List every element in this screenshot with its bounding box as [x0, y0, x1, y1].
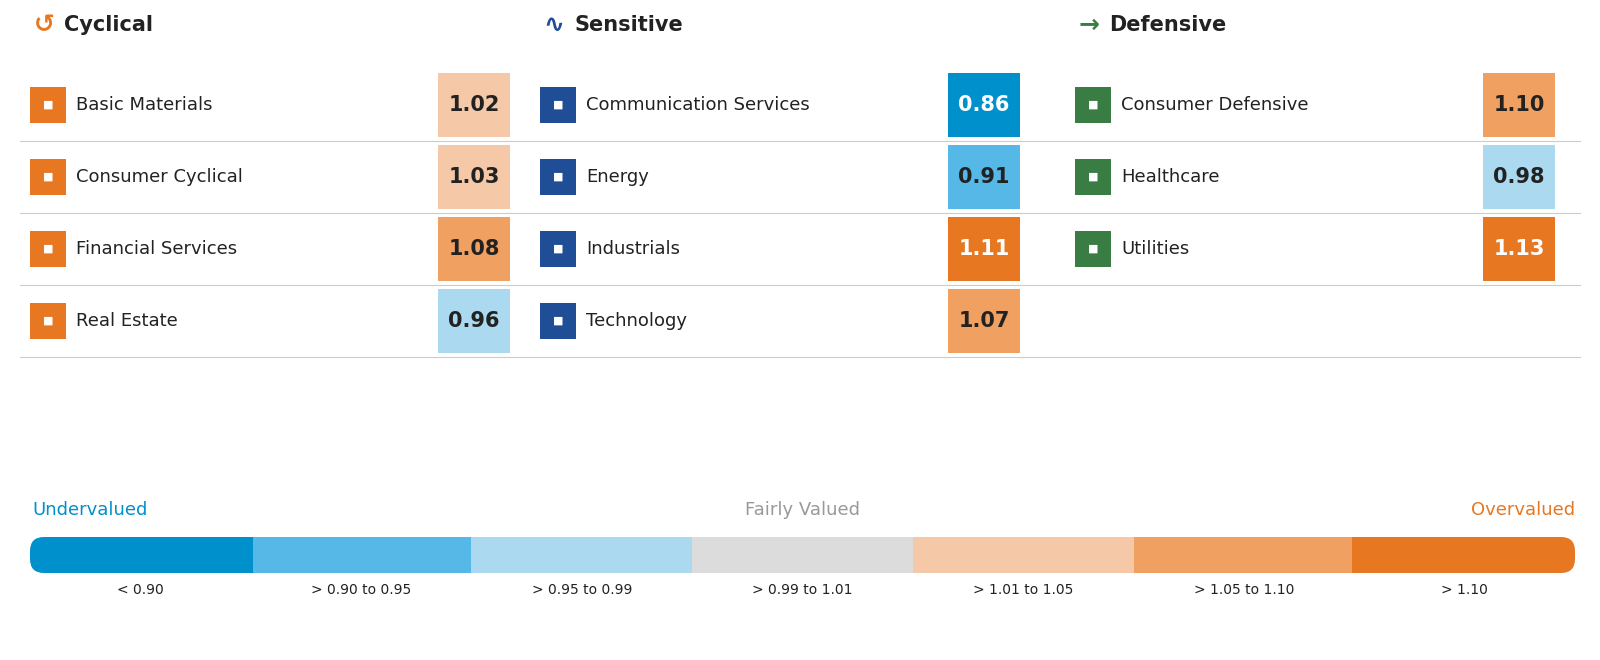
Text: Communication Services: Communication Services: [586, 96, 810, 114]
Text: Energy: Energy: [586, 168, 650, 186]
FancyBboxPatch shape: [30, 537, 253, 573]
Text: < 0.90: < 0.90: [117, 583, 163, 597]
Text: Cyclical: Cyclical: [64, 15, 154, 35]
Text: Consumer Cyclical: Consumer Cyclical: [77, 168, 243, 186]
Text: 0.96: 0.96: [448, 311, 499, 331]
FancyBboxPatch shape: [947, 73, 1021, 137]
Text: Consumer Defensive: Consumer Defensive: [1122, 96, 1309, 114]
Text: > 0.99 to 1.01: > 0.99 to 1.01: [752, 583, 853, 597]
Bar: [1352, 537, 1562, 573]
FancyBboxPatch shape: [541, 231, 576, 267]
Text: 1.13: 1.13: [1493, 239, 1544, 259]
Text: ■: ■: [552, 172, 563, 182]
Text: ■: ■: [552, 244, 563, 254]
FancyBboxPatch shape: [947, 145, 1021, 209]
FancyBboxPatch shape: [1075, 87, 1110, 123]
Text: Sensitive: Sensitive: [574, 15, 683, 35]
Text: ■: ■: [1088, 172, 1098, 182]
FancyBboxPatch shape: [30, 231, 66, 267]
Text: Utilities: Utilities: [1122, 240, 1189, 258]
Text: > 1.01 to 1.05: > 1.01 to 1.05: [973, 583, 1074, 597]
Text: > 1.05 to 1.10: > 1.05 to 1.10: [1194, 583, 1294, 597]
Text: ■: ■: [1088, 244, 1098, 254]
Text: ∿: ∿: [544, 13, 565, 37]
Text: 1.03: 1.03: [448, 167, 499, 187]
Bar: [914, 537, 1134, 573]
Text: Technology: Technology: [586, 312, 686, 330]
Text: 1.08: 1.08: [448, 239, 499, 259]
FancyBboxPatch shape: [30, 87, 66, 123]
FancyBboxPatch shape: [438, 289, 510, 353]
Text: Basic Materials: Basic Materials: [77, 96, 213, 114]
Text: 1.07: 1.07: [958, 311, 1010, 331]
Text: 1.10: 1.10: [1493, 95, 1544, 115]
Text: 0.91: 0.91: [958, 167, 1010, 187]
Text: Undervalued: Undervalued: [32, 501, 147, 519]
Text: Real Estate: Real Estate: [77, 312, 178, 330]
FancyBboxPatch shape: [541, 303, 576, 339]
FancyBboxPatch shape: [438, 73, 510, 137]
Bar: [251, 537, 472, 573]
Text: ■: ■: [1088, 100, 1098, 110]
Text: 1.11: 1.11: [958, 239, 1010, 259]
FancyBboxPatch shape: [30, 303, 66, 339]
FancyBboxPatch shape: [1075, 231, 1110, 267]
Text: Defensive: Defensive: [1109, 15, 1226, 35]
Text: ↺: ↺: [34, 13, 54, 37]
Text: →: →: [1078, 13, 1099, 37]
Text: 0.98: 0.98: [1493, 167, 1544, 187]
FancyBboxPatch shape: [438, 145, 510, 209]
FancyBboxPatch shape: [947, 217, 1021, 281]
FancyBboxPatch shape: [541, 87, 576, 123]
Text: > 1.10: > 1.10: [1442, 583, 1488, 597]
Text: Financial Services: Financial Services: [77, 240, 237, 258]
FancyBboxPatch shape: [1483, 145, 1555, 209]
FancyBboxPatch shape: [30, 159, 66, 195]
FancyBboxPatch shape: [541, 159, 576, 195]
Bar: [1133, 537, 1355, 573]
Text: 1.02: 1.02: [448, 95, 499, 115]
Text: Fairly Valued: Fairly Valued: [746, 501, 861, 519]
Text: > 0.90 to 0.95: > 0.90 to 0.95: [310, 583, 411, 597]
FancyBboxPatch shape: [438, 217, 510, 281]
Text: ■: ■: [43, 244, 53, 254]
Bar: [693, 537, 914, 573]
FancyBboxPatch shape: [1075, 159, 1110, 195]
FancyBboxPatch shape: [1483, 217, 1555, 281]
Text: Overvalued: Overvalued: [1470, 501, 1574, 519]
Text: 0.86: 0.86: [958, 95, 1010, 115]
Bar: [472, 537, 693, 573]
Text: Industrials: Industrials: [586, 240, 680, 258]
Text: ■: ■: [552, 100, 563, 110]
FancyBboxPatch shape: [947, 289, 1021, 353]
Text: ■: ■: [552, 316, 563, 326]
Text: ■: ■: [43, 100, 53, 110]
Text: ■: ■: [43, 316, 53, 326]
Text: > 0.95 to 0.99: > 0.95 to 0.99: [531, 583, 632, 597]
FancyBboxPatch shape: [1352, 537, 1574, 573]
FancyBboxPatch shape: [1483, 73, 1555, 137]
Text: Healthcare: Healthcare: [1122, 168, 1219, 186]
Bar: [45, 537, 253, 573]
Text: ■: ■: [43, 172, 53, 182]
